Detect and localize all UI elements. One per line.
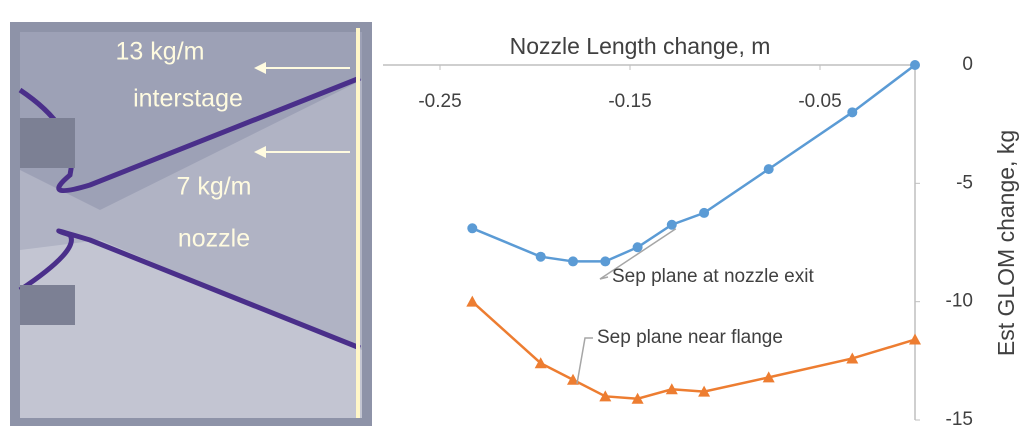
diagram-label: nozzle: [178, 225, 250, 253]
marker: [764, 164, 774, 174]
diagram-label: 7 kg/m: [176, 173, 251, 201]
marker: [466, 296, 478, 307]
x-tick-label: -0.05: [798, 91, 841, 112]
marker: [847, 107, 857, 117]
series-annotation: Sep plane near flange: [597, 327, 783, 348]
series-line: [472, 302, 915, 399]
nozzle-diagram: 13 kg/m interstage 7 kg/m nozzle: [10, 22, 372, 426]
page: 13 kg/m interstage 7 kg/m nozzle Nozzle …: [0, 0, 1025, 433]
marker: [699, 208, 709, 218]
x-tick-label: -0.15: [608, 91, 651, 112]
flange-upper: [20, 118, 75, 168]
marker: [910, 60, 920, 70]
marker: [536, 252, 546, 262]
series-line: [472, 65, 915, 261]
x-tick-label: -0.25: [418, 91, 461, 112]
y-axis-label: Est GLOM change, kg: [993, 130, 1019, 356]
y-tick-label: -10: [946, 291, 973, 312]
marker: [568, 256, 578, 266]
flange-lower: [20, 285, 75, 325]
x-axis-label: Nozzle Length change, m: [510, 33, 771, 59]
y-tick-label: 0: [962, 54, 973, 75]
marker: [467, 223, 477, 233]
callout-line: [577, 338, 593, 384]
y-tick-label: -15: [946, 409, 973, 430]
series-annotation: Sep plane at nozzle exit: [612, 266, 814, 287]
marker: [633, 242, 643, 252]
diagram-label: 13 kg/m: [116, 38, 205, 66]
marker: [600, 256, 610, 266]
diagram-label: interstage: [133, 85, 243, 113]
marker: [909, 334, 921, 345]
y-tick-label: -5: [956, 172, 973, 193]
